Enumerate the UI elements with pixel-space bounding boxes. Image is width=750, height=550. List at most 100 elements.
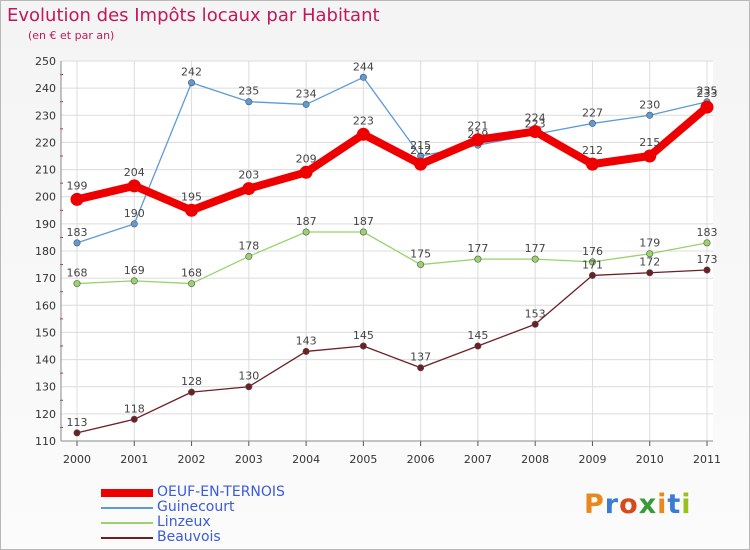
- legend-label: Guinecourt: [157, 499, 235, 515]
- logo-letter: i: [681, 489, 692, 520]
- chart-subtitle: (en € et par an): [28, 29, 115, 42]
- line-chart: 110 120 130 140 150 160 170 180 190 200 210 220 230 2…: [35, 55, 721, 466]
- x-tick-label: 2009: [578, 453, 606, 466]
- data-label: 145: [467, 329, 488, 342]
- x-tick-label: 2008: [521, 453, 549, 466]
- data-point: [585, 157, 599, 171]
- data-point: [302, 228, 310, 236]
- data-point: [471, 133, 485, 147]
- data-label: 113: [67, 416, 88, 429]
- data-point: [414, 157, 428, 171]
- series-line-3: [76, 269, 708, 434]
- data-point: [646, 250, 654, 258]
- data-label: 118: [124, 402, 145, 415]
- data-point: [188, 280, 196, 288]
- x-tick-label: 2001: [120, 453, 148, 466]
- data-point: [703, 239, 711, 247]
- x-tick-label: 2004: [292, 453, 320, 466]
- legend-item: OEUF-EN-TERNOIS: [101, 484, 361, 500]
- data-label: 209: [296, 152, 317, 165]
- y-tick-label: 150: [35, 326, 56, 339]
- data-label: 183: [67, 226, 88, 239]
- legend-swatch: [101, 488, 153, 497]
- data-label: 153: [525, 307, 546, 320]
- x-tick-label: 2005: [349, 453, 377, 466]
- logo-letter: i: [657, 489, 668, 520]
- series-line-0: [76, 104, 710, 215]
- data-point: [127, 179, 141, 193]
- logo-letter: o: [619, 489, 639, 520]
- chart-title: Evolution des Impôts locaux par Habitant: [7, 5, 380, 26]
- y-tick-label: 230: [35, 109, 56, 122]
- data-label: 233: [697, 87, 718, 100]
- data-label: 177: [525, 242, 546, 255]
- y-tick-label: 160: [35, 299, 56, 312]
- legend-label: Beauvois: [157, 529, 221, 545]
- series-line-2: [76, 231, 708, 285]
- data-point: [646, 111, 654, 119]
- data-label: 199: [67, 179, 88, 192]
- x-tick-label: 2003: [235, 453, 263, 466]
- y-tick-label: 220: [35, 136, 56, 149]
- data-label: 145: [353, 329, 374, 342]
- data-point: [356, 127, 370, 141]
- data-label: 172: [639, 256, 660, 269]
- data-point: [245, 383, 253, 391]
- y-tick-label: 130: [35, 381, 56, 394]
- legend-swatch: [101, 506, 153, 509]
- data-point: [700, 100, 714, 114]
- data-point: [359, 73, 367, 81]
- y-tick-label: 180: [35, 245, 56, 258]
- data-label: 187: [296, 215, 317, 228]
- x-tick-label: 2000: [63, 453, 91, 466]
- data-label: 168: [67, 267, 88, 280]
- data-label: 212: [410, 144, 431, 157]
- data-label: 204: [124, 166, 145, 179]
- data-label: 234: [296, 87, 317, 100]
- data-label: 187: [353, 215, 374, 228]
- data-label: 190: [124, 207, 145, 220]
- y-tick-label: 210: [35, 164, 56, 177]
- data-point: [245, 98, 253, 106]
- data-point: [245, 252, 253, 260]
- data-label: 223: [525, 117, 546, 130]
- y-tick-label: 140: [35, 354, 56, 367]
- data-point: [73, 239, 81, 247]
- data-point: [130, 220, 138, 228]
- x-tick-label: 2007: [464, 453, 492, 466]
- data-point: [302, 100, 310, 108]
- data-label: 224: [525, 112, 546, 125]
- data-point: [531, 255, 539, 263]
- y-tick-label: 120: [35, 408, 56, 421]
- data-point: [299, 165, 313, 179]
- data-point: [242, 182, 256, 196]
- data-point: [188, 388, 196, 396]
- legend-item: Linzeux: [101, 514, 361, 530]
- data-label: 223: [353, 114, 374, 127]
- data-label: 173: [697, 253, 718, 266]
- data-label: 230: [639, 98, 660, 111]
- data-point: [417, 261, 425, 269]
- legend-item: Beauvois: [101, 529, 361, 545]
- data-label: 215: [410, 139, 431, 152]
- data-point: [73, 280, 81, 288]
- data-label: 130: [238, 370, 259, 383]
- data-label: 195: [181, 190, 202, 203]
- data-label: 168: [181, 267, 202, 280]
- data-label: 227: [582, 106, 603, 119]
- data-label: 137: [410, 351, 431, 364]
- x-tick-label: 2011: [693, 453, 721, 466]
- data-label: 212: [582, 144, 603, 157]
- data-point: [359, 342, 367, 350]
- data-point: [130, 277, 138, 285]
- data-label: 221: [467, 120, 488, 133]
- data-point: [70, 192, 84, 206]
- data-point: [588, 271, 596, 279]
- series-line-1: [76, 76, 708, 244]
- data-label: 177: [467, 242, 488, 255]
- data-point: [531, 320, 539, 328]
- data-label: 143: [296, 334, 317, 347]
- y-tick-label: 200: [35, 191, 56, 204]
- data-label: 171: [582, 258, 603, 271]
